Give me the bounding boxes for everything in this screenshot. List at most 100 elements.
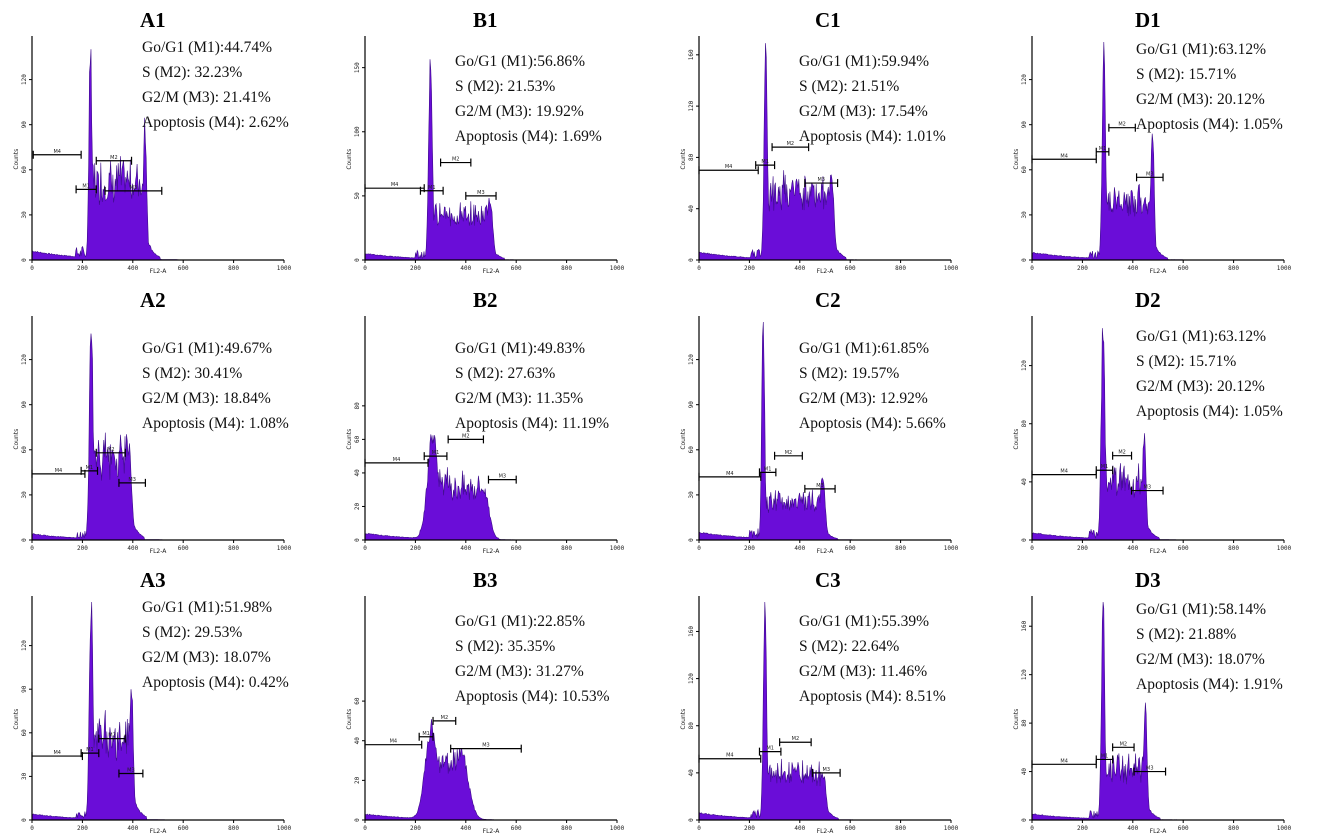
gate-marker-m4: M4 (31, 750, 84, 761)
gate-marker-m3: M3 (1133, 766, 1167, 776)
x-tick-label: 600 (511, 265, 522, 272)
gate-marker-m2: M2 (771, 141, 810, 152)
x-tick-label: 800 (895, 825, 906, 832)
y-tick-label: 80 (354, 402, 361, 410)
x-tick-label: 400 (1127, 545, 1138, 552)
gate-marker-m3: M3 (487, 474, 517, 484)
y-tick-label: 0 (21, 538, 28, 542)
x-tick-label: 800 (1228, 825, 1239, 832)
x-tick-label: 400 (460, 545, 471, 552)
y-axis-label: Counts (346, 149, 353, 170)
x-tick-label: 600 (178, 825, 189, 832)
g0-g1-stat: Go/G1 (M1):56.86% (455, 53, 586, 70)
x-tick-label: 200 (1077, 825, 1088, 832)
y-tick-label: 60 (354, 435, 361, 443)
x-tick-label: 600 (1178, 545, 1189, 552)
gate-marker-m3: M3 (118, 767, 144, 778)
svg-text:M1: M1 (764, 466, 772, 472)
svg-text:M2: M2 (452, 157, 460, 163)
svg-text:M4: M4 (726, 753, 734, 759)
svg-text:M2: M2 (441, 715, 449, 721)
g2-m-stat: G2/M (M3): 31.27% (455, 663, 584, 680)
g0-g1-stat: Go/G1 (M1):49.67% (142, 339, 273, 357)
y-tick-label: 90 (21, 121, 28, 129)
y-tick-label: 120 (688, 354, 695, 365)
s-phase-stat: S (M2): 15.71% (1136, 66, 1237, 83)
svg-text:M2: M2 (462, 433, 470, 439)
x-tick-label: 600 (511, 545, 522, 552)
x-tick-label: 400 (127, 265, 138, 272)
svg-text:M3: M3 (482, 743, 490, 749)
x-tick-label: 400 (460, 825, 471, 832)
apoptosis-stat: Apoptosis (M4): 1.01% (799, 128, 946, 145)
y-tick-label: 40 (688, 769, 695, 777)
y-tick-label: 60 (688, 446, 695, 454)
g0-g1-stat: Go/G1 (M1):55.39% (799, 613, 930, 630)
x-axis-label: FL2-A (150, 548, 168, 555)
y-tick-label: 0 (354, 538, 361, 542)
histogram: 0 200 400 600 800 1000 0 40 80 120 FL2-A Counts M4 M1… (1013, 316, 1292, 555)
g2-m-stat: G2/M (M3): 20.12% (1136, 91, 1265, 108)
svg-text:M3: M3 (499, 474, 507, 480)
g0-g1-stat: Go/G1 (M1):63.12% (1136, 327, 1267, 345)
histogram: 0 200 400 600 800 1000 0 20 40 60 80 FL2-A Counts M4 M… (346, 316, 625, 555)
y-tick-label: 120 (21, 74, 28, 85)
panel-d2: D2 0 200 400 600 800 1000 0 40 80 120 FL2-A Counts M4… (1000, 280, 1333, 559)
cell-cycle-stats: Go/G1 (M1):51.98% S (M2): 29.53% G2/M (M3… (142, 595, 289, 695)
gate-marker-m1: M1 (423, 450, 448, 461)
svg-text:M4: M4 (55, 468, 63, 474)
y-tick-label: 30 (688, 491, 695, 499)
y-axis-label: Counts (346, 709, 353, 730)
g0-g1-stat: Go/G1 (M1):58.14% (1136, 601, 1267, 618)
cell-cycle-stats: Go/G1 (M1):61.85% S (M2): 19.57% G2/M (M3… (799, 336, 946, 436)
y-tick-label: 0 (688, 818, 695, 822)
svg-text:M1: M1 (422, 731, 430, 737)
y-tick-label: 0 (21, 818, 28, 822)
x-tick-label: 400 (794, 545, 805, 552)
panel-title: D2 (1135, 288, 1161, 312)
g2-m-stat: G2/M (M3): 20.12% (1136, 377, 1265, 395)
y-tick-label: 90 (21, 685, 28, 693)
x-axis-label: FL2-A (817, 548, 835, 555)
x-tick-label: 600 (511, 825, 522, 832)
s-phase-stat: S (M2): 22.64% (799, 638, 900, 655)
x-tick-label: 200 (1077, 545, 1088, 552)
gate-marker-m4: M4 (364, 182, 425, 193)
s-phase-stat: S (M2): 32.23% (142, 64, 243, 81)
gate-marker-m1: M1 (418, 731, 434, 741)
s-phase-stat: S (M2): 29.53% (142, 624, 243, 641)
gate-marker-m3: M3 (104, 185, 163, 195)
y-tick-label: 160 (688, 626, 695, 637)
g2-m-stat: G2/M (M3): 18.07% (1136, 651, 1265, 668)
cell-cycle-stats: Go/G1 (M1):49.83% S (M2): 27.63% G2/M (M3… (455, 336, 609, 436)
svg-text:M3: M3 (1144, 485, 1152, 491)
x-tick-label: 800 (228, 545, 239, 552)
svg-text:M3: M3 (1146, 171, 1154, 177)
g2-m-stat: G2/M (M3): 12.92% (799, 389, 928, 407)
x-tick-label: 800 (228, 825, 239, 832)
x-tick-label: 0 (1030, 545, 1034, 552)
svg-text:M4: M4 (391, 182, 399, 188)
svg-text:M2: M2 (110, 155, 118, 161)
apoptosis-stat: Apoptosis (M4): 0.42% (142, 674, 289, 691)
x-tick-label: 1000 (610, 545, 625, 552)
apoptosis-stat: Apoptosis (M4): 5.66% (799, 414, 946, 432)
histogram: 0 200 400 600 800 1000 0 30 60 90 120 FL2-A Counts M4… (1013, 36, 1292, 275)
gate-marker-m1: M1 (755, 159, 776, 170)
gate-marker-m3: M3 (450, 743, 522, 753)
x-axis-label: FL2-A (1150, 548, 1168, 555)
svg-text:M1: M1 (432, 450, 440, 456)
y-tick-label: 30 (21, 772, 28, 780)
x-axis-label: FL2-A (150, 268, 168, 275)
x-tick-label: 400 (1127, 265, 1138, 272)
s-phase-stat: S (M2): 35.35% (455, 638, 556, 655)
svg-text:M4: M4 (390, 739, 398, 745)
panel-b3: B3 0 200 400 600 800 1000 0 20 40 60 FL2-A Counts M4 M… (333, 560, 666, 839)
gate-marker-m3: M3 (804, 483, 836, 493)
y-axis-label: Counts (680, 709, 687, 730)
x-tick-label: 0 (30, 265, 34, 272)
y-axis-label: Counts (13, 709, 20, 730)
histogram: 0 200 400 600 800 1000 0 40 80 120 160 FL2-A Counts M… (1013, 596, 1292, 835)
svg-text:M1: M1 (761, 159, 769, 165)
g0-g1-stat: Go/G1 (M1):22.85% (455, 613, 586, 630)
